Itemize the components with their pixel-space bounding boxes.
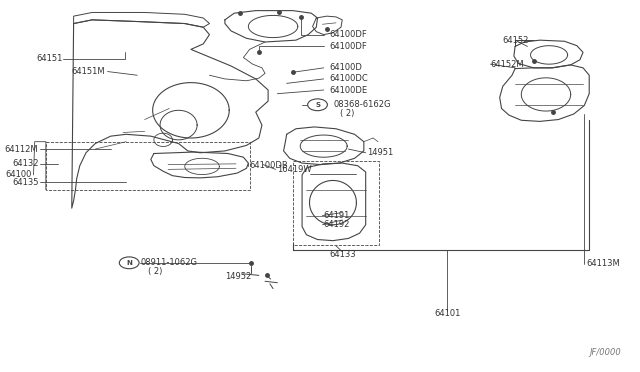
Text: ( 2): ( 2) [148, 267, 162, 276]
Text: 08911-1062G: 08911-1062G [140, 258, 197, 267]
Text: 64191: 64191 [324, 211, 350, 220]
Text: JF/0000: JF/0000 [589, 347, 621, 357]
Text: 64100DF: 64100DF [330, 30, 367, 39]
Text: 64192: 64192 [324, 220, 350, 229]
Text: 08368-6162G: 08368-6162G [333, 100, 391, 109]
Text: 16419W: 16419W [277, 165, 312, 174]
Text: 64151M: 64151M [72, 67, 106, 76]
Text: 64100DC: 64100DC [330, 74, 369, 83]
Text: 64152: 64152 [502, 36, 528, 45]
Text: 64100DB: 64100DB [250, 161, 289, 170]
Text: 64135: 64135 [12, 178, 38, 187]
Text: 64112M: 64112M [4, 145, 38, 154]
Text: 64152M: 64152M [490, 60, 524, 69]
Text: ( 2): ( 2) [340, 109, 354, 118]
Text: 64100DF: 64100DF [330, 42, 367, 51]
Text: 64101: 64101 [434, 309, 460, 318]
Circle shape [119, 257, 139, 269]
Text: 64151: 64151 [36, 54, 63, 63]
Text: 64100D: 64100D [330, 63, 363, 72]
Text: 64132: 64132 [12, 159, 38, 169]
Text: 14951: 14951 [367, 148, 393, 157]
Text: 14952: 14952 [225, 272, 251, 281]
Text: 64100DE: 64100DE [330, 86, 368, 94]
Text: S: S [315, 102, 320, 108]
Text: 64100: 64100 [6, 170, 32, 179]
Text: 64133: 64133 [329, 250, 356, 259]
Text: 64113M: 64113M [586, 259, 620, 268]
Text: N: N [126, 260, 132, 266]
Circle shape [308, 99, 328, 111]
